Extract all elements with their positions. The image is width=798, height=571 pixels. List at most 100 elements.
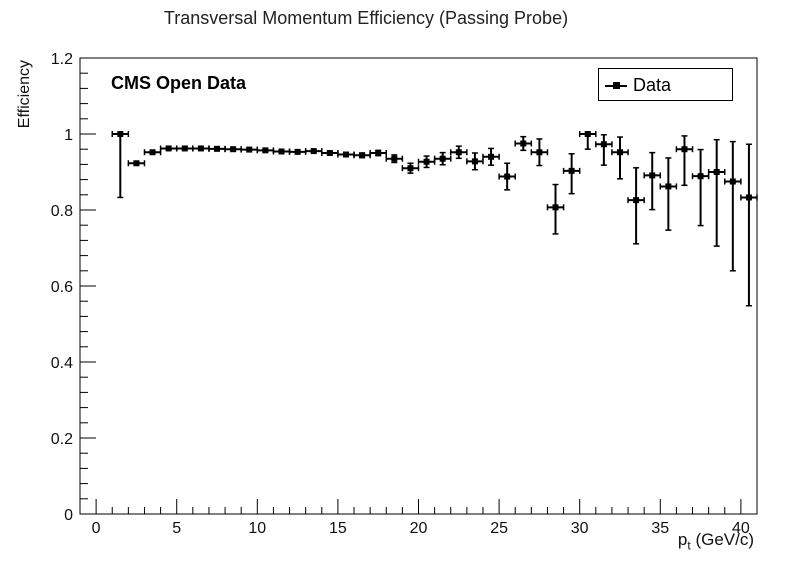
data-marker	[439, 155, 446, 162]
data-point	[643, 151, 662, 211]
data-marker	[649, 172, 656, 179]
x-tick-label: 35	[651, 520, 669, 537]
data-point	[175, 145, 194, 152]
data-point	[627, 167, 645, 245]
data-marker	[681, 146, 688, 153]
data-point	[353, 152, 371, 159]
data-marker	[729, 178, 736, 185]
data-marker	[294, 148, 301, 155]
data-point	[578, 131, 597, 150]
data-marker	[600, 141, 607, 148]
x-tick-label: 40	[732, 520, 750, 537]
data-point	[466, 152, 484, 171]
data-point	[288, 148, 307, 155]
legend-label: Data	[633, 75, 672, 95]
data-series	[111, 131, 758, 307]
x-axis-label-main: p	[677, 530, 688, 549]
data-marker	[584, 131, 591, 137]
legend-marker-icon	[613, 82, 620, 89]
x-tick-label: 10	[248, 520, 266, 537]
x-tick-label: 20	[410, 520, 428, 537]
data-point	[337, 151, 355, 158]
data-marker	[713, 169, 720, 175]
data-marker	[697, 173, 704, 180]
data-point	[159, 145, 178, 152]
data-point	[707, 138, 726, 247]
data-point	[433, 151, 452, 166]
x-tick-label: 30	[571, 520, 589, 537]
data-marker	[536, 149, 543, 156]
data-point	[498, 162, 516, 191]
data-point	[595, 134, 613, 166]
data-point	[514, 135, 533, 152]
data-point	[321, 150, 339, 156]
data-marker	[552, 204, 559, 211]
data-marker	[342, 151, 349, 158]
data-point	[369, 149, 388, 157]
data-marker	[230, 146, 237, 153]
data-marker	[391, 155, 398, 162]
data-marker	[326, 150, 333, 156]
data-marker	[488, 153, 495, 160]
data-marker	[214, 145, 221, 152]
data-marker	[149, 149, 156, 156]
data-point	[192, 145, 210, 152]
data-point	[143, 149, 162, 156]
data-point	[562, 153, 581, 195]
data-marker	[633, 197, 640, 204]
data-point	[111, 131, 130, 199]
y-tick-label: 0.6	[51, 279, 73, 296]
data-point	[127, 160, 146, 167]
data-point	[740, 143, 758, 307]
data-point	[530, 138, 549, 167]
y-tick-label: 0.2	[51, 431, 73, 448]
data-marker	[262, 147, 269, 154]
data-marker	[165, 145, 172, 152]
chart-title: Transversal Momentum Efficiency (Passing…	[163, 8, 569, 28]
data-point	[401, 162, 420, 174]
x-tick-label: 25	[490, 520, 508, 537]
y-tick-label: 1	[64, 127, 73, 144]
data-marker	[407, 165, 414, 172]
data-point	[417, 155, 436, 169]
x-tick-label: 15	[329, 520, 347, 537]
x-axis: 0 5 10 15 20 25 30 35 40	[79, 499, 758, 537]
data-marker	[246, 146, 253, 153]
data-marker	[359, 152, 366, 159]
data-point	[449, 145, 468, 160]
x-axis-label-sub: t	[687, 538, 691, 553]
y-tick-label: 0.4	[51, 355, 73, 372]
data-marker	[616, 149, 623, 156]
data-marker	[375, 150, 382, 156]
legend: Data	[598, 68, 733, 101]
data-marker	[423, 158, 430, 165]
plot-frame	[79, 57, 758, 515]
data-point	[546, 183, 565, 235]
data-marker	[133, 160, 140, 167]
data-marker	[520, 140, 527, 147]
y-tick-label: 1.2	[51, 51, 73, 68]
data-point	[256, 147, 275, 154]
x-axis-label-unit: (GeV/c)	[695, 530, 754, 549]
data-marker	[117, 131, 124, 137]
data-point	[272, 148, 291, 155]
data-point	[224, 146, 242, 153]
x-axis-label: pt (GeV/c)	[678, 530, 754, 552]
data-marker	[181, 145, 188, 152]
data-point	[482, 147, 500, 166]
data-point	[691, 148, 710, 227]
y-axis: 0 0.2 0.4 0.6 0.8 1 1.2	[51, 51, 96, 524]
x-tick-label: 5	[172, 520, 181, 537]
data-marker	[455, 149, 462, 156]
data-marker	[504, 173, 511, 180]
cms-annotation: CMS Open Data	[111, 73, 247, 93]
data-point	[611, 136, 629, 180]
data-marker	[665, 183, 672, 190]
data-point	[724, 140, 742, 272]
data-point	[385, 154, 404, 164]
data-point	[240, 146, 259, 153]
data-marker	[197, 145, 204, 152]
data-point	[208, 145, 226, 152]
data-marker	[471, 158, 478, 165]
